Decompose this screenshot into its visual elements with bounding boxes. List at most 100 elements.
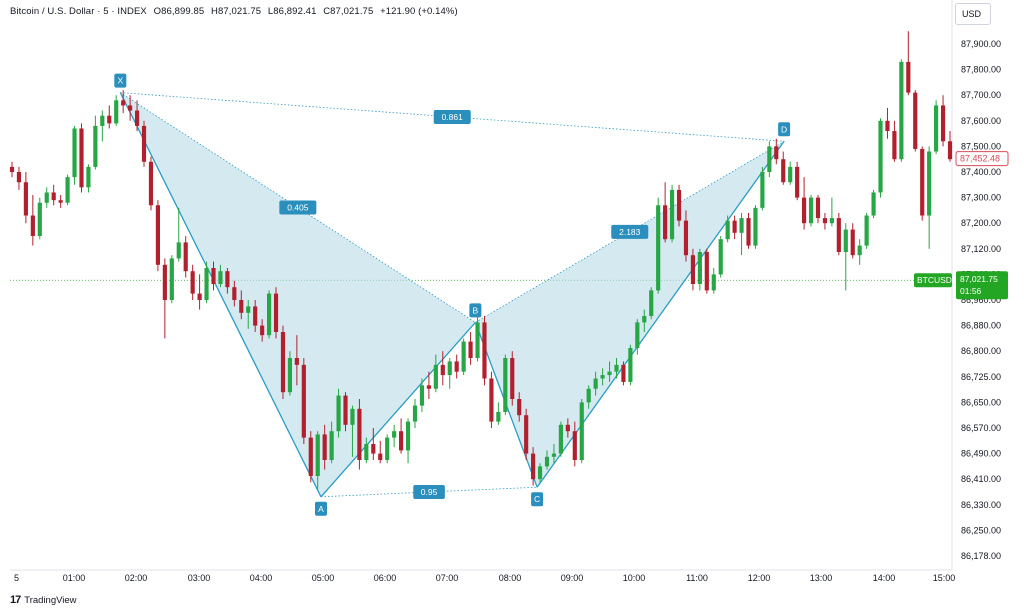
candle-body bbox=[732, 220, 737, 233]
candle-body bbox=[301, 364, 306, 438]
currency-selector[interactable]: USD bbox=[955, 3, 991, 25]
candle-body bbox=[232, 287, 237, 300]
candle-body bbox=[350, 408, 355, 425]
candle bbox=[162, 258, 167, 339]
candle bbox=[294, 335, 299, 386]
candle bbox=[419, 378, 425, 412]
candle bbox=[649, 287, 654, 320]
candle-body bbox=[753, 207, 758, 246]
candle bbox=[774, 138, 779, 165]
candle-body bbox=[815, 197, 821, 219]
bcd-triangle bbox=[475, 141, 785, 488]
candle-body bbox=[642, 316, 647, 323]
candle bbox=[517, 392, 522, 422]
current-price-box bbox=[956, 271, 1008, 300]
pattern-leg-ab[interactable] bbox=[320, 321, 476, 498]
symbol-name[interactable]: Bitcoin / U.S. Dollar · 5 · INDEX bbox=[10, 6, 147, 17]
ratio-label-text: 0.861 bbox=[442, 112, 464, 122]
candle bbox=[600, 368, 605, 386]
price-tick-label: 87,900.00 bbox=[961, 39, 1001, 49]
candle bbox=[253, 300, 258, 332]
countdown-text: 01:56 bbox=[960, 286, 982, 296]
candle-body bbox=[635, 322, 640, 348]
point-label-bg bbox=[469, 303, 482, 318]
candle bbox=[315, 431, 320, 489]
candle bbox=[628, 344, 633, 386]
candle bbox=[280, 325, 286, 399]
candle-body bbox=[100, 115, 105, 126]
candle-body bbox=[850, 229, 855, 256]
time-tick-label: 01:00 bbox=[63, 573, 86, 583]
candle-body bbox=[364, 444, 369, 460]
candle bbox=[475, 316, 480, 362]
ratio-label-bg bbox=[611, 224, 649, 239]
candle bbox=[565, 418, 570, 438]
candle-body bbox=[781, 159, 786, 183]
candle bbox=[489, 371, 494, 428]
point-label-text: C bbox=[534, 494, 540, 504]
candle bbox=[65, 174, 70, 206]
candle-body bbox=[121, 100, 126, 106]
candle bbox=[266, 290, 272, 339]
ohlc-low: L86,892.41 bbox=[267, 6, 317, 17]
candle-body bbox=[475, 322, 480, 359]
candle-body bbox=[649, 290, 654, 316]
candle-body bbox=[920, 148, 925, 216]
time-tick-label: 04:00 bbox=[250, 573, 273, 583]
plot-background bbox=[10, 25, 952, 570]
ratio-line-ac[interactable] bbox=[320, 486, 538, 498]
branding[interactable]: 17 TradingView bbox=[10, 594, 77, 606]
candle-body bbox=[30, 215, 35, 236]
candle-body bbox=[183, 242, 188, 272]
candle-body bbox=[503, 358, 508, 412]
candle bbox=[134, 100, 140, 132]
candle bbox=[30, 195, 35, 246]
candle bbox=[218, 264, 223, 288]
candle bbox=[329, 421, 334, 464]
candle bbox=[878, 118, 883, 198]
candle-body bbox=[510, 358, 515, 399]
candle bbox=[836, 212, 841, 256]
candle bbox=[642, 309, 647, 332]
candle bbox=[426, 371, 431, 399]
price-tick-label: 86,250.00 bbox=[961, 525, 1001, 535]
candle-body bbox=[663, 205, 668, 240]
time-tick-label: 06:00 bbox=[374, 573, 397, 583]
pattern-leg-cd[interactable] bbox=[536, 140, 785, 488]
candle-body bbox=[607, 371, 612, 376]
candle bbox=[732, 215, 737, 240]
ratio-label-bd: 2.183 bbox=[611, 224, 649, 239]
time-tick-label: 5 bbox=[14, 573, 19, 583]
candle bbox=[913, 90, 918, 152]
ratio-label-bg bbox=[279, 200, 317, 215]
price-axis[interactable]: 87,900.00 87,800.00 87,700.00 87,600.00 87,5… bbox=[961, 39, 1001, 561]
candle bbox=[572, 421, 577, 467]
time-axis[interactable]: 5 01:00 02:00 03:00 04:00 05:00 06:00 07:00 08:0… bbox=[14, 573, 955, 583]
pattern-leg-xa[interactable] bbox=[119, 92, 322, 498]
candle bbox=[537, 463, 543, 483]
candle-body bbox=[322, 434, 327, 460]
candle bbox=[558, 421, 563, 457]
candle-body bbox=[468, 341, 473, 359]
candle-body bbox=[656, 205, 661, 291]
candle bbox=[128, 95, 133, 121]
symbol-tag-bg bbox=[914, 273, 952, 288]
candle-body bbox=[913, 92, 918, 149]
candle bbox=[16, 166, 22, 190]
candle-body bbox=[496, 412, 501, 422]
candle-body bbox=[864, 215, 869, 246]
candle-body bbox=[558, 424, 563, 454]
candle bbox=[607, 361, 612, 382]
candle bbox=[176, 207, 181, 262]
candle-body bbox=[405, 421, 411, 451]
candle-body bbox=[162, 264, 167, 300]
candle-body bbox=[843, 229, 848, 252]
candle-body bbox=[704, 252, 709, 291]
plot-area[interactable] bbox=[10, 0, 953, 571]
candle-body bbox=[44, 192, 49, 203]
xabcd-pattern[interactable] bbox=[119, 92, 785, 498]
candle-body bbox=[878, 120, 883, 193]
candle-body bbox=[676, 189, 682, 221]
candle bbox=[197, 274, 202, 310]
